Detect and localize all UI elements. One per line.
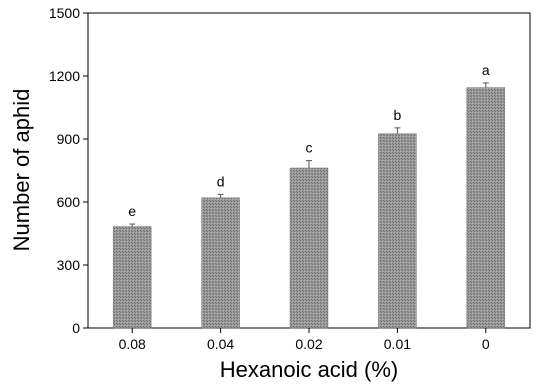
y-tick-label-600: 600 [57, 194, 81, 210]
y-tick-label-1200: 1200 [49, 68, 80, 84]
bar-0.04 [201, 197, 240, 329]
significance-label-0.08: e [128, 203, 136, 219]
significance-labels-group: e d c b a [128, 62, 490, 219]
bar-0.02 [289, 167, 329, 329]
x-tick-label-0.01: 0.01 [384, 336, 411, 352]
y-tick-label-1500: 1500 [49, 5, 80, 21]
x-tick-label-0.08: 0.08 [119, 336, 146, 352]
significance-label-0.04: d [217, 173, 225, 189]
error-bars-group [129, 82, 489, 227]
y-axis: 0 300 600 900 1200 1500 [49, 5, 88, 336]
y-axis-title: Number of aphid [9, 89, 34, 252]
x-tick-label-0.04: 0.04 [207, 336, 234, 352]
y-tick-label-0: 0 [72, 320, 80, 336]
x-axis-title: Hexanoic acid (%) [220, 357, 399, 382]
bar-0.01 [378, 133, 417, 329]
bar-0.08 [112, 226, 152, 329]
x-axis: 0.08 0.04 0.02 0.01 0 [119, 328, 490, 352]
x-tick-label-0.02: 0.02 [295, 336, 322, 352]
significance-label-0.02: c [306, 140, 313, 156]
bars-group [112, 87, 506, 329]
y-tick-label-900: 900 [57, 131, 81, 147]
significance-label-0.01: b [394, 107, 402, 123]
y-tick-label-300: 300 [57, 257, 81, 273]
x-tick-label-0: 0 [482, 336, 490, 352]
significance-label-0: a [482, 62, 490, 78]
bar-0 [466, 87, 506, 329]
